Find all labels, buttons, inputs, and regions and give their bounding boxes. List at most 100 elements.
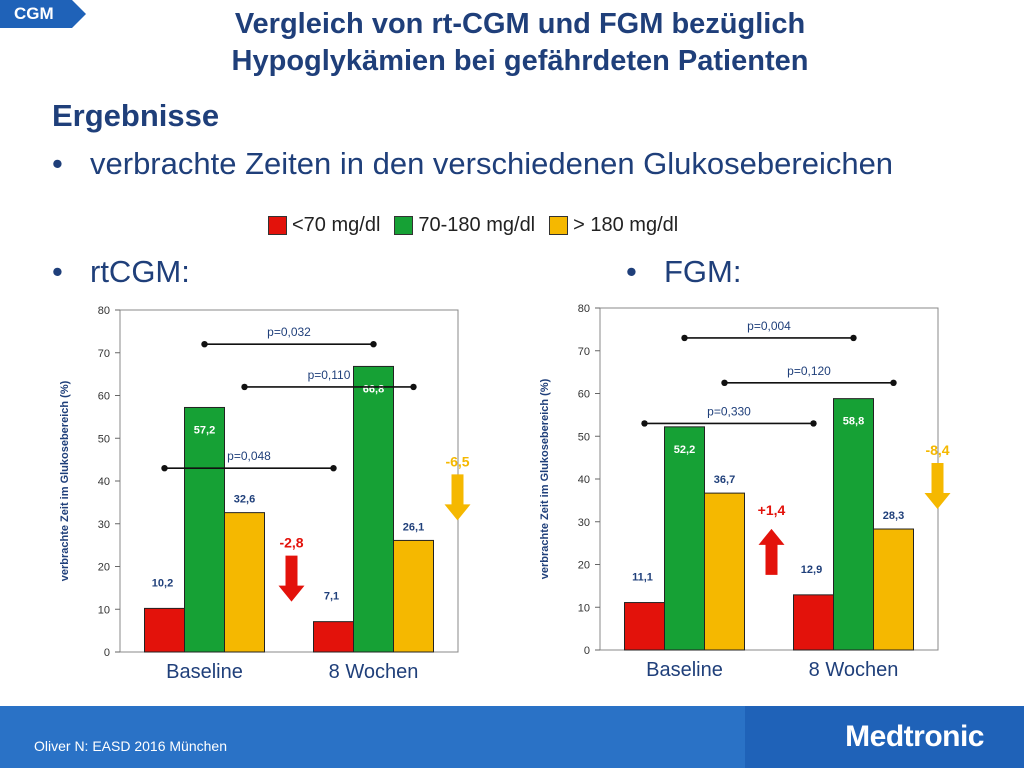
bar bbox=[393, 539, 434, 653]
data-label: 32,6 bbox=[234, 494, 255, 506]
cgm-tag-label: CGM bbox=[14, 4, 54, 23]
pvalue-dot bbox=[241, 383, 248, 391]
x-tick-label: Baseline bbox=[646, 659, 723, 681]
data-label: 57,2 bbox=[194, 424, 215, 436]
x-tick-label: 8 Wochen bbox=[329, 661, 419, 683]
y-tick-label: 70 bbox=[578, 346, 590, 358]
y-tick-label: 80 bbox=[98, 305, 110, 317]
pvalue-label: p=0,004 bbox=[747, 319, 791, 333]
pvalue-dot bbox=[161, 464, 168, 472]
legend-label-target: 70-180 mg/dl bbox=[418, 214, 536, 236]
bullet-main-text: verbrachte Zeiten in den verschiedenen G… bbox=[90, 146, 894, 181]
pvalue-dot bbox=[890, 379, 897, 387]
pvalue-dot bbox=[721, 379, 728, 387]
pvalue-label: p=0,110 bbox=[308, 368, 351, 382]
change-label: -6,5 bbox=[445, 453, 469, 469]
pvalue-label: p=0,048 bbox=[227, 449, 271, 463]
bar bbox=[664, 426, 705, 651]
data-label: 11,1 bbox=[632, 572, 653, 584]
y-tick-label: 0 bbox=[104, 647, 110, 659]
change-label: -2,8 bbox=[279, 535, 303, 551]
y-axis-label: verbrachte Zeit im Glukosebereich (%) bbox=[59, 380, 71, 581]
footer: Oliver N: EASD 2016 München Medtronic bbox=[0, 706, 1024, 768]
data-label: 26,1 bbox=[403, 521, 424, 533]
legend-swatch-high bbox=[549, 216, 569, 235]
footer-citation: Oliver N: EASD 2016 München bbox=[34, 738, 227, 754]
footer-left-panel bbox=[0, 706, 745, 768]
title-line-2: Hypoglykämien bei gefährdeten Patienten bbox=[231, 45, 809, 77]
change-label: +1,4 bbox=[758, 502, 786, 518]
pvalue-label: p=0,032 bbox=[267, 325, 311, 339]
bar bbox=[624, 602, 665, 651]
y-tick-label: 40 bbox=[98, 476, 110, 488]
y-tick-label: 30 bbox=[578, 517, 590, 529]
x-tick-label: Baseline bbox=[166, 661, 243, 683]
bar bbox=[184, 406, 225, 653]
legend-label-low: <70 mg/dl bbox=[292, 214, 381, 236]
y-tick-label: 10 bbox=[98, 604, 110, 616]
bullet-rtcgm: • rtCGM: bbox=[52, 254, 190, 289]
change-label: -8,4 bbox=[925, 442, 949, 458]
title-line-1: Vergleich von rt-CGM und FGM bezüglich bbox=[234, 8, 806, 40]
legend-item-low: <70 mg/dl bbox=[268, 214, 380, 237]
pvalue-dot bbox=[850, 334, 857, 342]
bar bbox=[873, 528, 914, 651]
pvalue-dot bbox=[201, 341, 208, 348]
data-label: 52,2 bbox=[674, 444, 695, 456]
subheading: Ergebnisse bbox=[52, 98, 220, 133]
data-label: 28,3 bbox=[883, 510, 904, 522]
bar bbox=[144, 607, 185, 653]
legend: <70 mg/dl 70-180 mg/dl > 180 mg/dl bbox=[268, 214, 692, 237]
bullet-fgm: • FGM: bbox=[626, 254, 742, 289]
rtcgm-chart: 0 10 20 30 40 50 60 70 80 verbrachte Zeit im Gluk… bbox=[59, 305, 471, 683]
bar bbox=[353, 365, 394, 653]
y-tick-label: 80 bbox=[578, 303, 590, 315]
pvalue-label: p=0,330 bbox=[707, 404, 751, 418]
y-tick-label: 50 bbox=[578, 431, 590, 443]
legend-item-high: > 180 mg/dl bbox=[549, 214, 678, 237]
bullet-fgm-text: FGM: bbox=[664, 254, 742, 289]
y-tick-label: 20 bbox=[578, 560, 590, 572]
bar bbox=[704, 492, 745, 651]
data-label: 7,1 bbox=[324, 591, 339, 603]
pvalue-dot bbox=[681, 334, 688, 342]
pvalue-dot bbox=[370, 341, 377, 348]
bar bbox=[833, 398, 874, 651]
bar bbox=[313, 621, 354, 653]
y-axis-label: verbrachte Zeit im Glukosebereich (%) bbox=[539, 378, 551, 579]
pvalue-label: p=0,120 bbox=[787, 364, 831, 378]
y-tick-label: 10 bbox=[578, 602, 590, 614]
data-label: 36,7 bbox=[714, 474, 735, 486]
change-arrow bbox=[278, 555, 305, 602]
data-label: 12,9 bbox=[801, 564, 822, 576]
legend-swatch-target bbox=[394, 216, 414, 235]
legend-swatch-low bbox=[268, 216, 287, 235]
pvalue-dot bbox=[410, 383, 417, 391]
bar bbox=[793, 594, 834, 651]
y-tick-label: 50 bbox=[98, 433, 110, 445]
change-arrow bbox=[924, 463, 951, 510]
data-label: 10,2 bbox=[152, 577, 173, 589]
y-tick-label: 70 bbox=[98, 348, 110, 360]
y-tick-label: 40 bbox=[578, 474, 590, 486]
pvalue-dot bbox=[641, 420, 648, 427]
x-tick-label: 8 Wochen bbox=[809, 659, 899, 681]
slide-title: Vergleich von rt-CGM und FGM bezüglich H… bbox=[120, 6, 920, 80]
legend-item-target: 70-180 mg/dl bbox=[394, 214, 535, 237]
fgm-chart: 0 10 20 30 40 50 60 70 80 verbrachte Zeit im Gluk… bbox=[539, 303, 951, 681]
y-tick-label: 0 bbox=[584, 645, 590, 657]
y-tick-label: 60 bbox=[578, 389, 590, 401]
pvalue-dot bbox=[810, 420, 817, 427]
change-arrow bbox=[444, 474, 471, 521]
bar bbox=[224, 512, 265, 653]
legend-label-high: > 180 mg/dl bbox=[573, 214, 679, 236]
change-arrow bbox=[758, 528, 785, 575]
y-tick-label: 60 bbox=[98, 391, 110, 403]
medtronic-logo: Medtronic bbox=[845, 720, 984, 753]
bullet-rtcgm-text: rtCGM: bbox=[90, 254, 190, 289]
data-label: 58,8 bbox=[843, 416, 864, 428]
cgm-tag bbox=[0, 0, 86, 28]
y-tick-label: 20 bbox=[98, 562, 110, 574]
data-label: 66,8 bbox=[363, 383, 384, 395]
bullet-main: • verbrachte Zeiten in den verschiedenen … bbox=[52, 146, 894, 181]
